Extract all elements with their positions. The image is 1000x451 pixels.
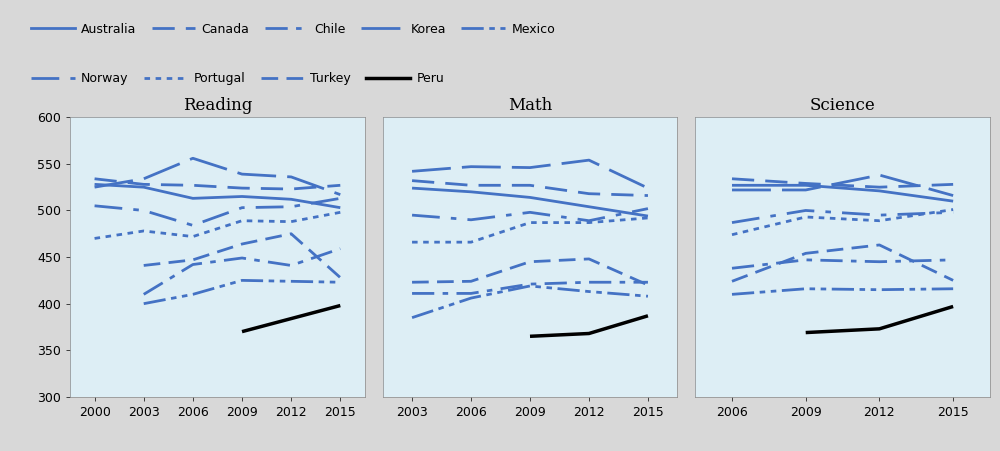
Title: Math: Math	[508, 97, 552, 114]
Title: Reading: Reading	[183, 97, 252, 114]
Title: Science: Science	[810, 97, 875, 114]
Legend: Australia, Canada, Chile, Korea, Mexico: Australia, Canada, Chile, Korea, Mexico	[26, 18, 560, 41]
Legend: Norway, Portugal, Turkey, Peru: Norway, Portugal, Turkey, Peru	[26, 67, 449, 90]
